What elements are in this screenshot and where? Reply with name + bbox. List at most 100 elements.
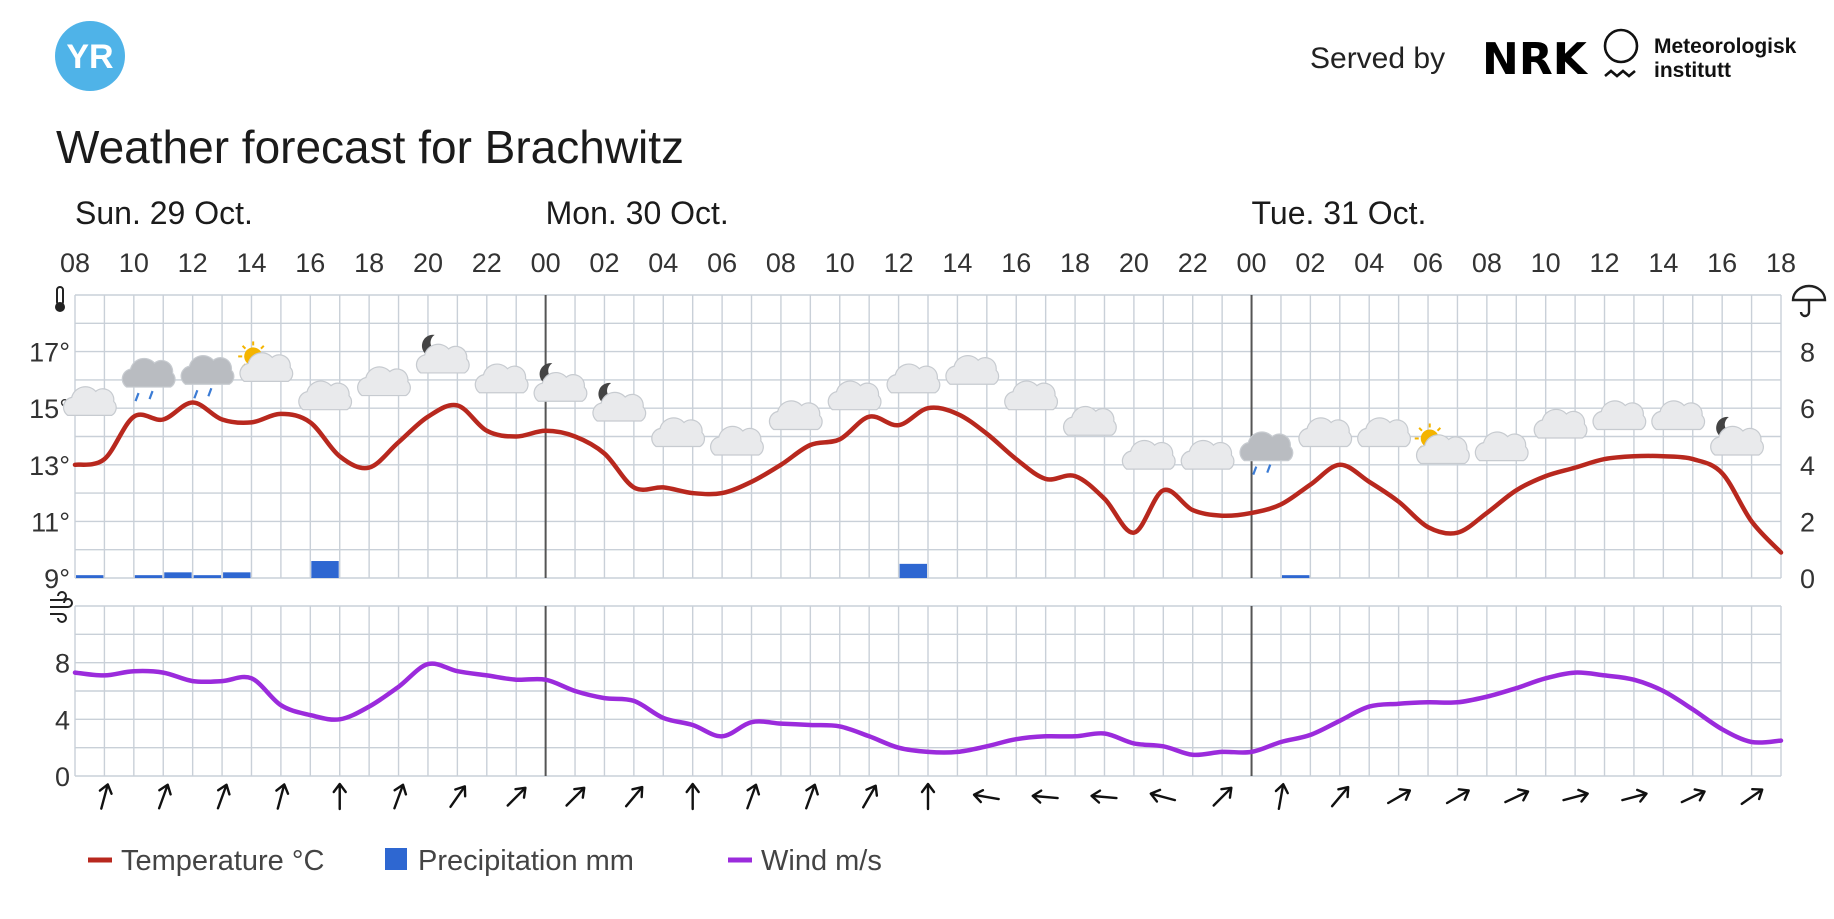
wind-direction-arrows: [98, 782, 1764, 811]
temperature-tick-label: 9°: [44, 564, 70, 594]
hour-label: 08: [766, 248, 796, 278]
hour-label: 04: [648, 248, 678, 278]
wind-arrow-icon: [920, 782, 936, 811]
wind-arrow-icon: [1212, 786, 1233, 807]
met-logo-line1: Meteorologisk: [1654, 35, 1797, 58]
page-title: Weather forecast for Brachwitz: [56, 121, 684, 173]
precipitation-bar: [134, 575, 163, 578]
wind-tick-label: 4: [55, 705, 70, 735]
cloud-icon: [1592, 400, 1647, 431]
hour-labels: 08 10 12 14 16 18 20 22 00 02 04 06 08 10 12 14 16 18 20 22…: [60, 248, 1796, 278]
partly-sunny-icon: [238, 341, 294, 383]
cloud-icon: [1180, 439, 1235, 470]
wind-arrow-icon: [805, 783, 819, 810]
yr-logo-text: YR: [66, 38, 113, 76]
thermometer-icon: [55, 286, 65, 312]
hour-label: 06: [1413, 248, 1443, 278]
temperature-panel-grid: [74, 294, 1782, 579]
precipitation-tick-label: 0: [1800, 564, 1815, 594]
hour-label: 06: [707, 248, 737, 278]
hour-label: 20: [413, 248, 443, 278]
hour-label: 22: [1178, 248, 1208, 278]
temperature-axis: 17°15°13°11°9°: [29, 338, 70, 594]
precipitation-bar: [311, 561, 339, 578]
chart-legend: Temperature °C Precipitation mm Wind m/s: [88, 845, 882, 877]
wind-arrow-icon: [1330, 785, 1350, 808]
precipitation-tick-label: 8: [1800, 338, 1815, 368]
legend-item-wind: Wind m/s: [728, 845, 882, 877]
hour-label: 08: [60, 248, 90, 278]
wind-tick-label: 8: [55, 649, 70, 679]
rain-cloud-icon: [121, 357, 176, 402]
precipitation-axis: 8 6 4 2 0: [1800, 338, 1815, 594]
day-label: Sun. 29 Oct.: [75, 195, 253, 231]
hour-label: 16: [1707, 248, 1737, 278]
partly-cloudy-night-icon: [592, 382, 647, 422]
hour-label: 02: [1295, 248, 1325, 278]
umbrella-icon: [1791, 284, 1827, 318]
yr-logo[interactable]: YR: [55, 21, 125, 91]
precipitation-bar: [899, 563, 927, 578]
cloud-icon: [474, 363, 529, 394]
day-label: Mon. 30 Oct.: [546, 195, 729, 231]
legend-label: Wind m/s: [761, 845, 882, 877]
temperature-tick-label: 13°: [29, 451, 70, 481]
precipitation-bar: [164, 572, 192, 578]
legend-label: Temperature °C: [121, 845, 324, 877]
wind-arrow-icon: [332, 782, 347, 811]
wind-panel-grid: [74, 605, 1782, 777]
temperature-tick-label: 11°: [31, 507, 70, 537]
hour-label: 00: [1237, 248, 1267, 278]
wind-arrow-icon: [98, 783, 113, 810]
cloud-icon: [1121, 439, 1176, 470]
served-by-text: Served by: [1310, 42, 1445, 75]
wind-arrow-icon: [1504, 788, 1530, 804]
weather-icons: [62, 334, 1764, 476]
hour-label: 14: [942, 248, 972, 278]
cloud-icon: [1298, 417, 1353, 448]
cloud-icon: [357, 366, 411, 397]
cloud-icon: [1004, 380, 1059, 411]
wind-arrow-icon: [1621, 788, 1648, 803]
hour-label: 02: [589, 248, 619, 278]
met-logo[interactable]: Meteorologisk institutt: [1603, 28, 1797, 82]
hour-label: 04: [1354, 248, 1384, 278]
cloud-icon: [768, 400, 823, 431]
hour-label: 18: [1060, 248, 1090, 278]
precipitation-bar: [76, 575, 104, 578]
hour-label: 18: [354, 248, 384, 278]
precipitation-bars: [76, 561, 1310, 578]
cloud-icon: [1474, 431, 1529, 462]
wind-arrow-icon: [565, 786, 586, 807]
wind-arrow-icon: [275, 783, 290, 810]
day-labels: Sun. 29 Oct. Mon. 30 Oct. Tue. 31 Oct.: [75, 195, 1426, 231]
hour-label: 16: [1001, 248, 1031, 278]
precipitation-bar: [193, 575, 222, 578]
wind-arrow-icon: [1680, 788, 1706, 804]
cloud-icon: [710, 425, 764, 456]
partly-cloudy-night-icon: [533, 363, 588, 402]
nrk-logo[interactable]: NRK: [1482, 34, 1589, 85]
wind-arrow-icon: [1445, 788, 1470, 805]
hour-label: 10: [825, 248, 855, 278]
cloud-icon: [945, 355, 1000, 385]
met-logo-line2: institutt: [1654, 59, 1731, 82]
wind-arrow-icon: [1031, 789, 1059, 804]
cloud-icon: [1533, 408, 1588, 439]
wind-arrow-icon: [506, 786, 527, 807]
wind-arrow-icon: [1149, 788, 1177, 803]
cloud-icon: [1651, 400, 1706, 431]
cloud-icon: [1357, 417, 1411, 448]
partly-cloudy-night-icon: [1710, 416, 1764, 456]
wind-arrow-icon: [157, 783, 172, 810]
precipitation-tick-label: 6: [1800, 394, 1815, 424]
hour-label: 20: [1119, 248, 1149, 278]
wind-arrow-icon: [1562, 788, 1589, 803]
day-label: Tue. 31 Oct.: [1252, 195, 1427, 231]
yr-logo-circle: [55, 21, 125, 91]
hour-label: 08: [1472, 248, 1502, 278]
hour-label: 12: [178, 248, 208, 278]
partly-sunny-icon: [1414, 423, 1470, 465]
hour-label: 10: [1531, 248, 1561, 278]
legend-swatch: [385, 848, 407, 870]
